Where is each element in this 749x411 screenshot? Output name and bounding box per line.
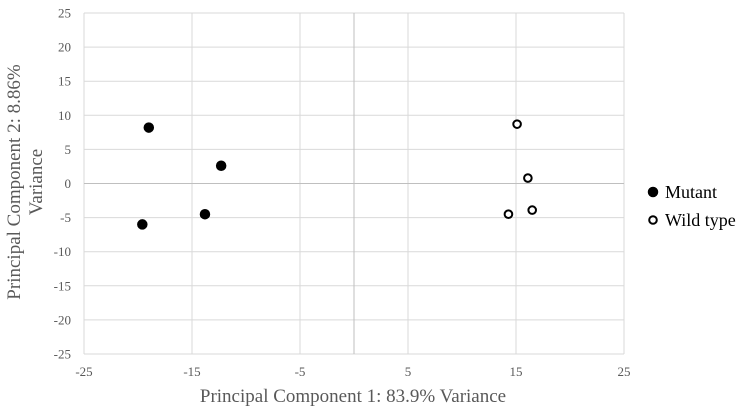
data-point-mutant [137, 219, 148, 230]
data-point-mutant [215, 160, 227, 172]
legend: Mutant Wild type [647, 182, 736, 230]
x-tick-label: 25 [618, 364, 631, 379]
data-point-mutant [143, 122, 155, 133]
legend-label-wild-type: Wild type [665, 210, 736, 230]
x-axis-title: Principal Component 1: 83.9% Variance [200, 386, 506, 407]
x-tick-label: -25 [75, 364, 92, 379]
y-axis-title-line-2: Variance [26, 149, 47, 215]
data-points [137, 119, 538, 230]
x-tick-labels: -25 -15 -5 5 15 25 [75, 364, 630, 379]
y-tick-label: -15 [54, 278, 71, 293]
y-axis-title-line-1: Principal Component 2: 8.86% [4, 64, 25, 300]
x-tick-label: 15 [510, 364, 523, 379]
y-tick-label: 5 [65, 142, 72, 157]
x-tick-label: 5 [405, 364, 412, 379]
y-tick-label: -20 [54, 312, 71, 327]
legend-marker-mutant [647, 186, 659, 198]
y-tick-labels: 25 20 15 10 5 0 -5 -10 -15 -20 -25 [54, 6, 71, 362]
y-tick-label: 25 [58, 6, 71, 21]
y-tick-label: 0 [65, 176, 72, 191]
y-tick-label: 10 [58, 108, 71, 123]
y-axis-title: Principal Component 2: 8.86% Variance [4, 64, 47, 300]
y-tick-label: 15 [58, 74, 71, 89]
axes [84, 13, 624, 354]
data-point-wild-type [512, 119, 522, 129]
x-tick-label: -5 [295, 364, 306, 379]
data-point-wild-type [503, 209, 514, 219]
data-point-mutant [199, 208, 211, 220]
y-tick-label: -25 [54, 347, 71, 362]
data-point-wild-type [523, 173, 533, 183]
data-point-wild-type [527, 205, 538, 215]
legend-label-mutant: Mutant [665, 182, 717, 202]
legend-marker-wild-type [648, 215, 658, 225]
y-tick-label: 20 [58, 40, 71, 55]
y-tick-label: -5 [60, 210, 71, 225]
x-tick-label: -15 [183, 364, 200, 379]
y-tick-label: -10 [54, 244, 71, 259]
